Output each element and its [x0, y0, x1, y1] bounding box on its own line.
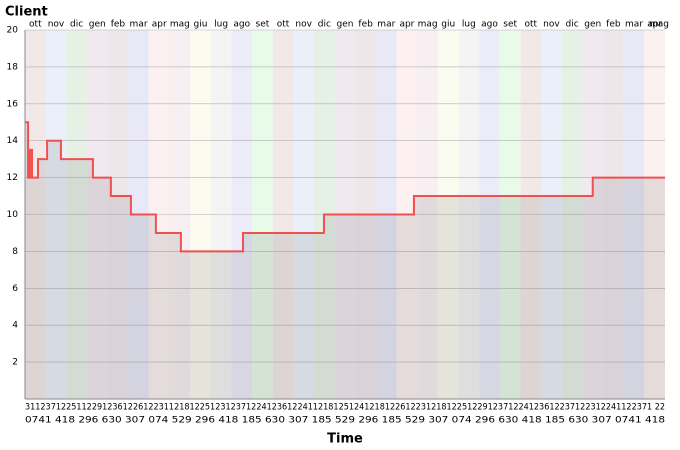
- month-label: feb: [111, 20, 126, 30]
- month-label: apr: [647, 20, 662, 30]
- y-tick-label: 6: [12, 284, 18, 294]
- month-label: gen: [584, 20, 601, 30]
- month-label: set: [256, 20, 270, 30]
- month-label: gen: [337, 20, 354, 30]
- area: [25, 122, 665, 399]
- x-axis-row: 3112371225112291236122612231121812251231…: [25, 403, 665, 413]
- y-axis-title: Client: [5, 5, 48, 20]
- x-axis-title: Time: [327, 432, 363, 447]
- month-label: ott: [29, 20, 42, 30]
- month-label: mag: [418, 20, 438, 30]
- y-tick-label: 8: [12, 247, 18, 257]
- month-label: dic: [566, 20, 579, 30]
- month-label: nov: [295, 20, 312, 30]
- month-label: ott: [277, 20, 290, 30]
- y-tick-label: 12: [7, 173, 18, 183]
- month-label: gen: [89, 20, 106, 30]
- month-label: giu: [194, 20, 208, 30]
- y-tick-label: 16: [7, 99, 19, 109]
- month-label: nov: [48, 20, 65, 30]
- month-label: mar: [625, 20, 643, 30]
- month-label: dic: [70, 20, 83, 30]
- line: [25, 121, 665, 253]
- month-label: mar: [377, 20, 395, 30]
- month-label: lug: [462, 20, 476, 30]
- month-label: apr: [399, 20, 414, 30]
- month-label: mag: [649, 20, 669, 30]
- month-label: set: [503, 20, 517, 30]
- y-tick-label: 4: [12, 321, 18, 331]
- month-label: mar: [130, 20, 148, 30]
- month-label: ott: [525, 20, 538, 30]
- x-axis-row: 0741 418 296 630 307 074 529 296 418 185…: [25, 416, 665, 426]
- month-label: feb: [606, 20, 621, 30]
- y-tick-label: 10: [7, 210, 19, 220]
- month-label: mag: [170, 20, 190, 30]
- y-tick-label: 18: [7, 62, 19, 72]
- month-label: lug: [214, 20, 228, 30]
- month-label: feb: [358, 20, 373, 30]
- y-tick-label: 2: [12, 358, 18, 368]
- month-label: apr: [152, 20, 167, 30]
- y-tick-label: 20: [7, 26, 19, 36]
- y-tick-label: 14: [7, 136, 19, 146]
- month-label: ago: [233, 20, 250, 30]
- month-label: ago: [481, 20, 498, 30]
- month-label: nov: [543, 20, 560, 30]
- month-label: giu: [441, 20, 455, 30]
- month-label: dic: [318, 20, 331, 30]
